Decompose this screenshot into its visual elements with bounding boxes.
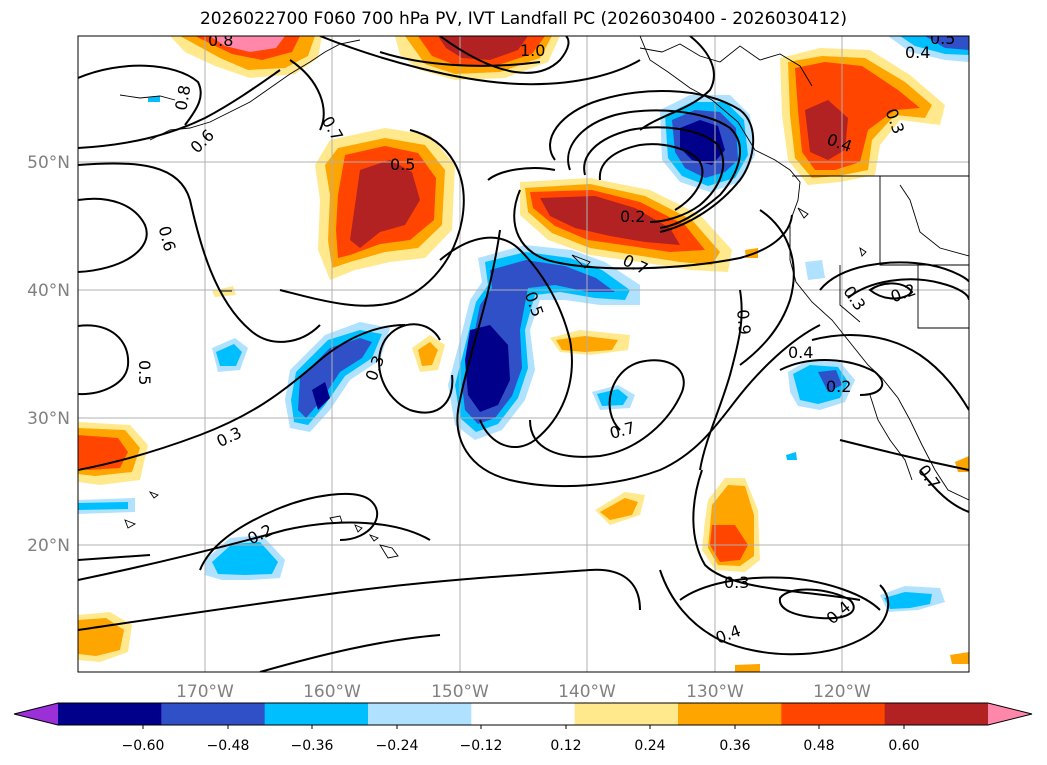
colorbar-segments (14, 703, 1032, 725)
contour-lines (78, 36, 969, 672)
colorbar-tick-label: 0.60 (888, 738, 919, 754)
colorbar-tick-label: −0.24 (376, 738, 419, 754)
colorbar: −0.60 −0.48 −0.36 −0.24 −0.12 0.12 0.24 … (13, 702, 1033, 754)
contour-label: 0.2 (620, 207, 645, 226)
colorbar-tick-label: 0.24 (634, 738, 665, 754)
lon-label: 140°W (558, 682, 616, 702)
colorbar-outline (13, 702, 1033, 726)
colorbar-segment (471, 703, 576, 725)
colorbar-tick-label: 0.12 (550, 738, 581, 754)
contour-label: 0.9 (733, 309, 754, 336)
colorbar-labels: −0.60 −0.48 −0.36 −0.24 −0.12 0.12 0.24 … (122, 738, 920, 754)
colorbar-tick-label: −0.12 (460, 738, 503, 754)
colorbar-segment (264, 703, 369, 725)
lat-label: 50°N (27, 153, 70, 173)
contour-label: 0.5 (390, 155, 415, 174)
colorbar-segment (884, 703, 989, 725)
contour-label: 0.5 (930, 29, 955, 48)
longitude-labels: 170°W 160°W 150°W 140°W 130°W 120°W (176, 682, 871, 702)
lon-label: 170°W (176, 682, 234, 702)
colorbar-segment (781, 703, 886, 725)
lon-label: 120°W (813, 682, 871, 702)
colorbar-tick-label: 0.36 (719, 738, 750, 754)
lon-label: 150°W (431, 682, 489, 702)
plot-frame (77, 35, 970, 673)
latitude-labels: 50°N 40°N 30°N 20°N (27, 153, 70, 556)
coastlines (119, 36, 969, 559)
contour-label: 0.8 (171, 84, 194, 112)
colorbar-segment (58, 703, 162, 725)
contour-label: 0.5 (135, 360, 154, 385)
colorbar-segment (368, 703, 472, 725)
contour-label: 0.8 (208, 31, 233, 50)
colorbar-tick-label: 0.48 (803, 738, 834, 754)
colorbar-segment (678, 703, 782, 725)
negative-anomaly-shading (78, 36, 969, 612)
lat-label: 40°N (27, 281, 70, 301)
colorbar-extend-low (14, 703, 58, 725)
contour-label: 1.0 (520, 41, 545, 60)
colorbar-segment (161, 703, 266, 725)
lat-label: 30°N (27, 409, 70, 429)
contour-label: 0.4 (905, 43, 930, 62)
colorbar-segment (574, 703, 679, 725)
lat-label: 20°N (27, 536, 70, 556)
contour-label: 0.4 (788, 343, 813, 362)
colorbar-extend-high (988, 703, 1032, 725)
lon-label: 130°W (686, 682, 744, 702)
colorbar-tick-label: −0.60 (122, 738, 165, 754)
colorbar-ticks (142, 725, 905, 729)
contour-label: 0.2 (826, 377, 851, 396)
plot-area: 0.8 1.0 0.8 0.6 0.5 0.6 0.5 0.3 0.3 0.5 … (78, 29, 969, 672)
contour-label: 0.3 (724, 573, 749, 592)
map-title: 2026022700 F060 700 hPa PV, IVT Landfall… (199, 9, 847, 29)
lon-label: 160°W (303, 682, 361, 702)
graticule (78, 36, 969, 672)
colorbar-tick-label: −0.48 (207, 738, 250, 754)
colorbar-tick-label: −0.36 (291, 738, 334, 754)
